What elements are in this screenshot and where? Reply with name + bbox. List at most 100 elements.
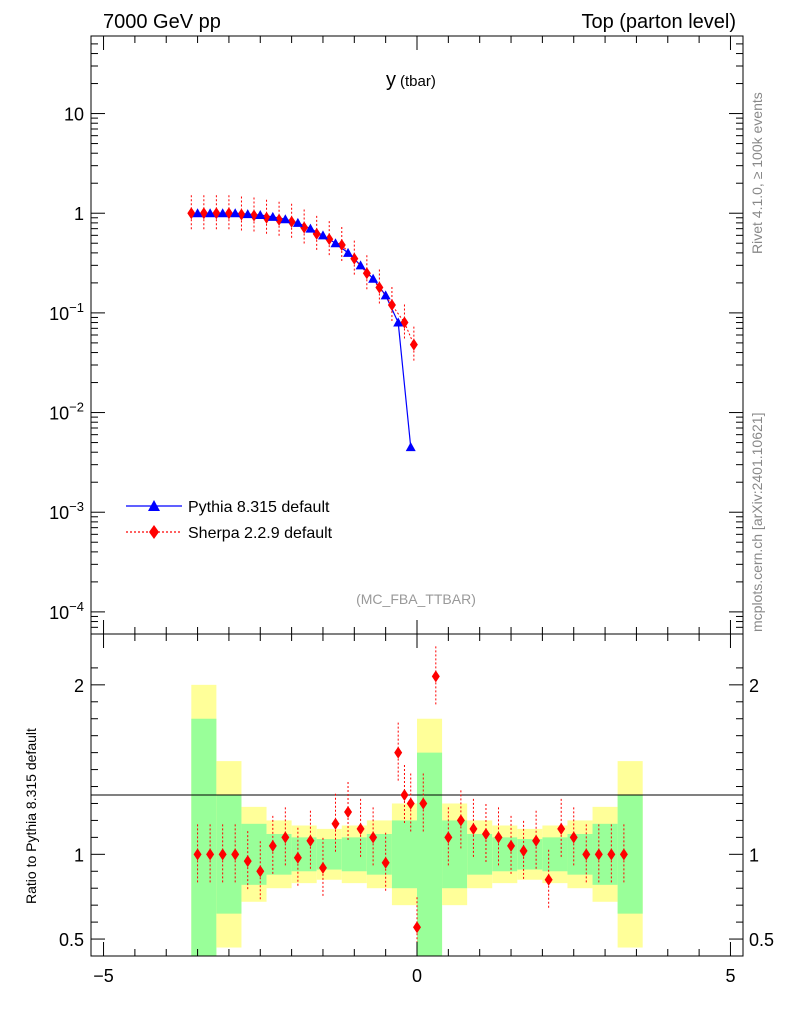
ratio-point — [544, 873, 553, 886]
ratio-point — [206, 848, 215, 861]
ratio-point — [356, 822, 365, 835]
pythia-point — [393, 317, 404, 327]
sherpa-point — [199, 207, 208, 220]
ratio-band — [191, 684, 643, 956]
band-inner-segment — [417, 752, 443, 956]
legend: Pythia 8.315 default Sherpa 2.2.9 defaul… — [126, 499, 333, 542]
y-tick-label: 10−1 — [49, 300, 84, 324]
ratio-point — [607, 848, 616, 861]
ratio-point — [231, 848, 240, 861]
ratio-point — [569, 831, 578, 844]
ratio-series — [193, 646, 628, 958]
ratio-point — [406, 797, 415, 810]
legend-pythia-marker — [148, 500, 160, 511]
pythia-point — [230, 208, 241, 218]
main-y-tick-labels: 10 1 10−1 10−2 10−3 10−4 — [49, 105, 84, 623]
ratio-y-tick-label: 0.5 — [59, 930, 84, 950]
band-inner-segment — [341, 837, 367, 872]
ratio-point — [268, 839, 277, 852]
header-left: 7000 GeV pp — [103, 11, 221, 33]
band-inner-segment — [366, 833, 392, 875]
y-tick-label: 10 — [64, 105, 84, 125]
ratio-point — [469, 822, 478, 835]
ratio-point — [281, 831, 290, 844]
pythia-point — [343, 247, 354, 257]
ratio-y-tick-label: 2 — [74, 676, 84, 696]
ratio-point — [419, 797, 428, 810]
ratio-y-tick-label-right: 0.5 — [749, 930, 774, 950]
main-ticks — [91, 35, 743, 635]
ratio-point — [369, 831, 378, 844]
pythia-point — [368, 273, 379, 283]
ratio-point — [400, 789, 409, 801]
x-tick-labels: −5 0 5 — [93, 966, 735, 986]
ratio-point — [256, 865, 265, 878]
ratio-point — [218, 848, 227, 861]
ratio-y-tick-label: 1 — [74, 845, 84, 865]
sherpa-point — [409, 338, 418, 351]
ratio-y-tick-labels: 2 2 1 1 0.5 0.5 — [59, 676, 774, 950]
side-rivet-label: Rivet 4.1.0, ≥ 100k events — [749, 92, 765, 254]
sherpa-point — [350, 252, 359, 265]
pythia-point — [305, 223, 316, 233]
ratio-point — [481, 827, 490, 840]
ratio-point — [494, 831, 503, 844]
ratio-y-tick-label-right: 2 — [749, 676, 759, 696]
sherpa-point — [337, 238, 346, 251]
ratio-point — [594, 848, 603, 861]
sherpa-point — [287, 215, 296, 228]
pythia-point — [330, 238, 341, 248]
band-inner-segment — [391, 820, 417, 889]
ratio-point — [619, 848, 628, 861]
ratio-y-axis-label: Ratio to Pythia 8.315 default — [23, 728, 39, 904]
x-tick-label: −5 — [93, 966, 114, 986]
pythia-point — [405, 442, 416, 452]
pythia-point — [292, 217, 303, 227]
pythia-point — [205, 208, 216, 218]
x-tick-label: 0 — [412, 966, 422, 986]
ratio-point — [394, 746, 403, 759]
ratio-point — [344, 805, 353, 818]
ratio-point — [413, 921, 421, 934]
sherpa-point — [224, 207, 233, 220]
side-mcplots-label: mcplots.cern.ch [arXiv:2401.10621] — [749, 413, 765, 632]
band-inner-segment — [517, 839, 543, 870]
ratio-point — [193, 848, 202, 861]
ratio-panel: 2 2 1 1 0.5 0.5 −5 0 5 Ratio to Pythia 8.315 de… — [23, 633, 774, 986]
legend-pythia-label: Pythia 8.315 default — [188, 499, 330, 516]
pythia-line — [197, 212, 412, 448]
ratio-point — [293, 851, 302, 864]
x-tick-label: 5 — [725, 966, 735, 986]
sherpa-point — [400, 316, 409, 329]
pythia-point — [267, 211, 278, 221]
ratio-point — [306, 834, 315, 847]
main-title: y (tbar) — [386, 69, 436, 91]
sherpa-point — [187, 207, 196, 220]
sherpa-point — [362, 267, 371, 280]
main-series — [187, 195, 418, 452]
ratio-ticks — [91, 634, 743, 956]
ratio-point — [243, 855, 252, 868]
ratio-y-tick-label-right: 1 — [749, 845, 759, 865]
ratio-point — [519, 844, 528, 857]
pythia-point — [255, 209, 266, 219]
ratio-point — [444, 831, 453, 844]
ratio-point — [557, 822, 566, 835]
ratio-point — [431, 670, 440, 683]
pythia-point — [380, 290, 391, 300]
header-right: Top (parton level) — [581, 11, 736, 33]
legend-sherpa-label: Sherpa 2.2.9 default — [188, 525, 333, 542]
sherpa-point — [212, 207, 221, 220]
sherpa-point — [312, 227, 321, 240]
y-tick-label: 10−2 — [49, 400, 84, 424]
band-inner-segment — [241, 823, 267, 885]
pythia-point — [217, 208, 228, 218]
band-inner-segment — [191, 718, 217, 956]
band-inner-segment — [442, 820, 468, 889]
sherpa-point — [387, 298, 396, 311]
y-tick-label: 10−4 — [49, 599, 84, 623]
ratio-point — [456, 814, 465, 827]
band-inner-segment — [542, 837, 568, 872]
sherpa-point — [325, 233, 334, 246]
